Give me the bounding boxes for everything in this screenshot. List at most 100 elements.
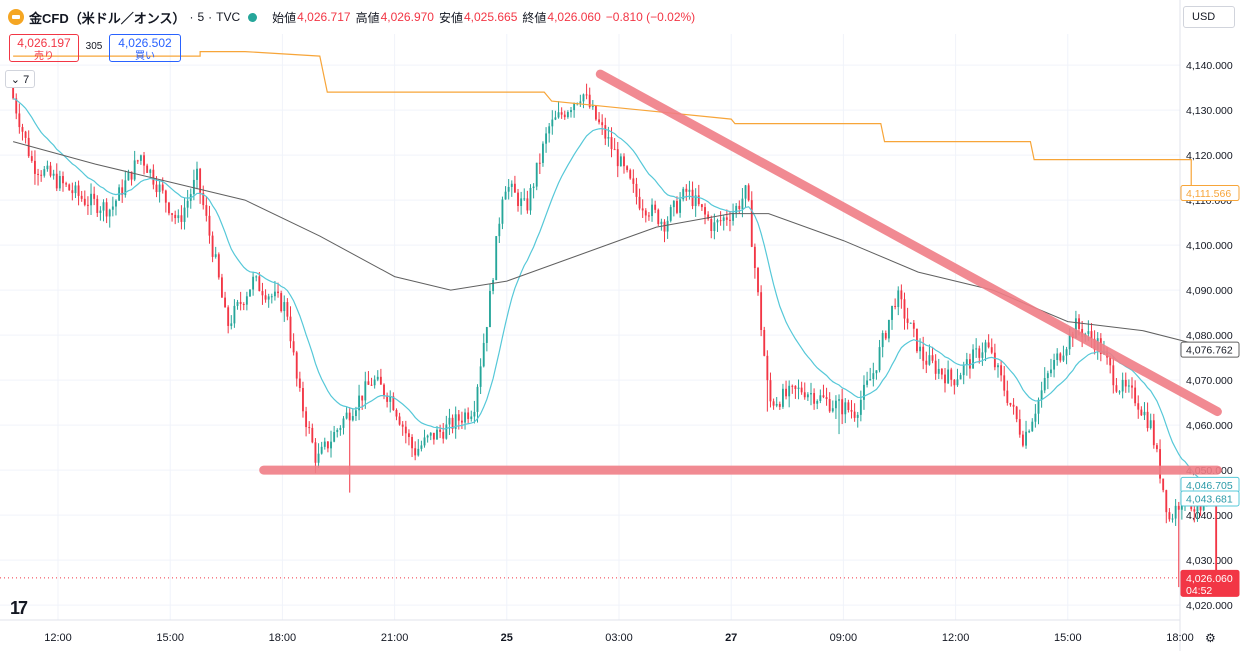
close-value: 4,026.060 [547, 10, 601, 24]
candle-body [395, 409, 398, 417]
candle-body [58, 176, 61, 189]
candle-body [286, 302, 289, 317]
candle-body [239, 301, 242, 305]
candle-body [825, 397, 828, 400]
candle-body [1021, 434, 1024, 446]
candle-body [258, 276, 261, 292]
candle-body [71, 190, 74, 194]
candle-body [24, 131, 27, 138]
candle-body [451, 417, 454, 429]
candle-body [887, 319, 890, 339]
candle-body [280, 293, 283, 312]
candle-body [467, 412, 470, 419]
interval[interactable]: 5 [197, 10, 205, 24]
candle-body [729, 219, 731, 221]
candle-body [978, 348, 981, 358]
ma-cyan2-tag [1180, 490, 1240, 507]
candle-body [414, 448, 417, 456]
candle-body [1037, 399, 1040, 414]
candle-body [264, 295, 267, 300]
candle-body [177, 215, 180, 219]
candle-body [1165, 490, 1168, 513]
candle-body [816, 400, 819, 404]
candle-body [1131, 385, 1133, 388]
market-open-status-icon [248, 12, 258, 22]
candle-body [722, 217, 725, 222]
candle-body [663, 221, 666, 232]
candle-body [1177, 505, 1180, 510]
candle-body [579, 101, 582, 104]
y-tick-label: 4,030.000 [1186, 555, 1233, 567]
candle-body [86, 204, 89, 206]
candle-body [1006, 390, 1009, 403]
candle-body [34, 160, 36, 174]
candle-body [1078, 318, 1080, 329]
candle-body [267, 296, 270, 300]
candle-body [74, 185, 77, 194]
candle-body [526, 198, 529, 211]
y-tick-label: 4,080.000 [1186, 330, 1233, 342]
candle-body [891, 305, 893, 320]
candle-body [168, 202, 170, 214]
buy-price: 4,026.502 [118, 36, 172, 50]
candle-body [302, 387, 304, 412]
candle-body [922, 346, 925, 361]
candle-body [588, 94, 591, 108]
x-tick-label: 21:00 [381, 632, 409, 644]
candle-body [454, 414, 457, 429]
candle-body [1215, 496, 1218, 578]
candle-body [1015, 406, 1018, 420]
candle-body [975, 348, 978, 350]
y-tick-label: 4,100.000 [1186, 240, 1233, 252]
candle-body [143, 155, 145, 166]
buy-button[interactable]: 4,026.502 買い [109, 34, 181, 62]
sell-button[interactable]: 4,026.197 売り [9, 34, 79, 62]
candle-body [398, 416, 401, 425]
candle-body [1043, 378, 1046, 391]
y-tick-label: 4,090.000 [1186, 285, 1233, 297]
candle-body [386, 395, 389, 402]
indicators-toggle-button[interactable]: ⌄ 7 [5, 70, 35, 88]
candle-body [834, 400, 837, 409]
candle-body [669, 207, 672, 221]
candle-body [800, 387, 803, 393]
candle-body [270, 296, 273, 298]
last-price-tag [1180, 569, 1240, 597]
candle-body [504, 191, 507, 200]
candle-body [797, 387, 800, 389]
candle-body [408, 433, 410, 438]
candle-body [990, 347, 993, 353]
candle-body [12, 87, 15, 99]
candle-body [535, 162, 538, 187]
candle-body [766, 355, 769, 381]
candle-body [1196, 503, 1199, 512]
tradingview-logo-icon: 17 [10, 598, 28, 618]
candle-body [202, 192, 205, 206]
candle-body [482, 342, 485, 367]
candle-body [529, 188, 532, 211]
candle-body [485, 327, 488, 343]
candle-body [1018, 419, 1021, 435]
candle-body [345, 412, 348, 419]
candle-body [591, 105, 594, 108]
x-tick-label: 27 [725, 632, 737, 644]
ma-gray-tag-text: 4,076.762 [1186, 345, 1233, 357]
symbol-name[interactable]: 金CFD（米ドル／オンス） [29, 10, 186, 26]
candle-body [65, 183, 68, 185]
candle-body [523, 198, 526, 200]
candle-body [439, 429, 442, 432]
candle-body [317, 453, 320, 463]
data-source: TVC [216, 10, 241, 24]
candle-body [819, 395, 822, 401]
candle-body [37, 173, 39, 175]
candle-body [900, 290, 903, 300]
currency-selector[interactable]: USD [1183, 6, 1235, 28]
settings-gear-icon[interactable]: ⚙ [1205, 631, 1216, 645]
candle-body [199, 168, 202, 193]
candle-body [105, 202, 108, 217]
candle-body [944, 374, 946, 384]
candle-body [847, 402, 850, 410]
candle-body [778, 403, 781, 407]
